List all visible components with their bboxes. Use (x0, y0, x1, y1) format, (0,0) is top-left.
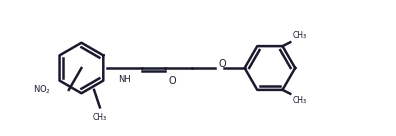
Text: CH₃: CH₃ (292, 31, 307, 40)
Text: O: O (219, 59, 226, 69)
Text: O: O (168, 76, 176, 86)
Text: CH₃: CH₃ (292, 96, 307, 105)
Text: NH: NH (118, 75, 131, 84)
Text: $\mathregular{NO_2}$: $\mathregular{NO_2}$ (33, 84, 51, 96)
Text: CH₃: CH₃ (93, 113, 107, 122)
